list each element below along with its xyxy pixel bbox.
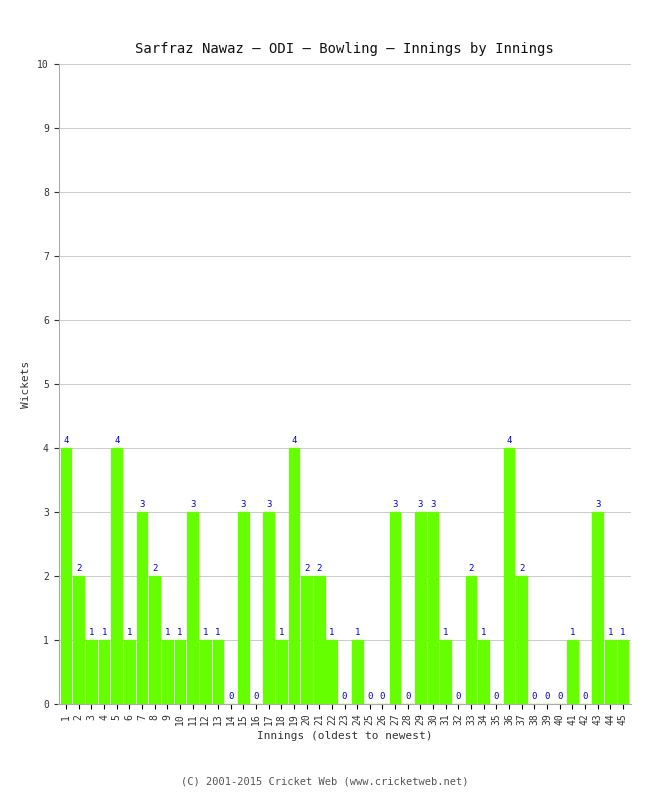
- X-axis label: Innings (oldest to newest): Innings (oldest to newest): [257, 731, 432, 741]
- Bar: [352, 640, 363, 704]
- Y-axis label: Wickets: Wickets: [21, 360, 31, 408]
- Text: 2: 2: [469, 564, 474, 573]
- Text: 3: 3: [266, 500, 271, 509]
- Text: 3: 3: [595, 500, 601, 509]
- Bar: [263, 512, 274, 704]
- Bar: [136, 512, 148, 704]
- Bar: [326, 640, 337, 704]
- Text: 3: 3: [240, 500, 246, 509]
- Text: 0: 0: [557, 692, 562, 701]
- Bar: [187, 512, 198, 704]
- Text: 3: 3: [139, 500, 145, 509]
- Bar: [504, 448, 514, 704]
- Bar: [276, 640, 287, 704]
- Text: 0: 0: [367, 692, 372, 701]
- Text: 0: 0: [532, 692, 537, 701]
- Text: 1: 1: [88, 628, 94, 637]
- Title: Sarfraz Nawaz – ODI – Bowling – Innings by Innings: Sarfraz Nawaz – ODI – Bowling – Innings …: [135, 42, 554, 56]
- Bar: [60, 448, 72, 704]
- Text: 1: 1: [569, 628, 575, 637]
- Text: 2: 2: [76, 564, 81, 573]
- Bar: [592, 512, 603, 704]
- Bar: [289, 448, 299, 704]
- Text: 3: 3: [430, 500, 436, 509]
- Bar: [618, 640, 629, 704]
- Text: 1: 1: [443, 628, 448, 637]
- Text: 3: 3: [418, 500, 423, 509]
- Text: 0: 0: [254, 692, 259, 701]
- Bar: [428, 512, 439, 704]
- Text: 1: 1: [215, 628, 220, 637]
- Text: 0: 0: [493, 692, 499, 701]
- Text: 0: 0: [544, 692, 550, 701]
- Bar: [478, 640, 489, 704]
- Bar: [99, 640, 109, 704]
- Text: 1: 1: [279, 628, 284, 637]
- Bar: [314, 576, 324, 704]
- Bar: [465, 576, 476, 704]
- Text: (C) 2001-2015 Cricket Web (www.cricketweb.net): (C) 2001-2015 Cricket Web (www.cricketwe…: [181, 776, 469, 786]
- Bar: [162, 640, 173, 704]
- Text: 0: 0: [405, 692, 410, 701]
- Text: 1: 1: [164, 628, 170, 637]
- Text: 4: 4: [114, 436, 120, 445]
- Bar: [415, 512, 426, 704]
- Bar: [111, 448, 122, 704]
- Text: 1: 1: [354, 628, 360, 637]
- Bar: [200, 640, 211, 704]
- Text: 1: 1: [620, 628, 625, 637]
- Text: 4: 4: [64, 436, 69, 445]
- Text: 0: 0: [582, 692, 588, 701]
- Bar: [440, 640, 451, 704]
- Text: 4: 4: [506, 436, 512, 445]
- Bar: [301, 576, 312, 704]
- Text: 0: 0: [228, 692, 233, 701]
- Text: 2: 2: [152, 564, 157, 573]
- Bar: [150, 576, 160, 704]
- Bar: [124, 640, 135, 704]
- Text: 2: 2: [304, 564, 309, 573]
- Text: 1: 1: [101, 628, 107, 637]
- Text: 4: 4: [291, 436, 296, 445]
- Text: 3: 3: [393, 500, 398, 509]
- Bar: [73, 576, 84, 704]
- Bar: [175, 640, 185, 704]
- Text: 1: 1: [127, 628, 132, 637]
- Bar: [567, 640, 578, 704]
- Text: 1: 1: [481, 628, 486, 637]
- Bar: [238, 512, 249, 704]
- Text: 1: 1: [608, 628, 613, 637]
- Text: 2: 2: [317, 564, 322, 573]
- Text: 0: 0: [380, 692, 385, 701]
- Bar: [390, 512, 400, 704]
- Bar: [213, 640, 224, 704]
- Bar: [86, 640, 97, 704]
- Text: 1: 1: [203, 628, 208, 637]
- Text: 0: 0: [456, 692, 461, 701]
- Text: 1: 1: [177, 628, 183, 637]
- Bar: [605, 640, 616, 704]
- Text: 3: 3: [190, 500, 196, 509]
- Text: 2: 2: [519, 564, 525, 573]
- Text: 0: 0: [342, 692, 347, 701]
- Bar: [516, 576, 527, 704]
- Text: 1: 1: [329, 628, 335, 637]
